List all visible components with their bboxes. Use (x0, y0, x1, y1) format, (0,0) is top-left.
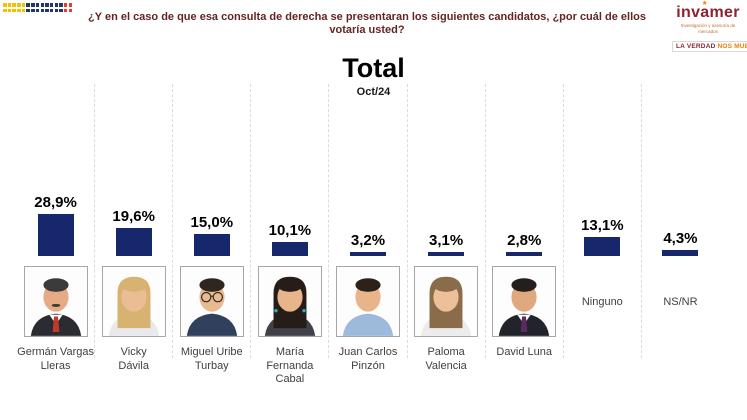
flag-dot (31, 3, 35, 7)
flag-dot (40, 3, 44, 7)
flag-dot (45, 8, 49, 12)
flag-dot (26, 3, 30, 7)
bar (349, 251, 386, 256)
chart-column: 4,3% NS/NR (642, 84, 719, 358)
candidate-name: Juan Carlos Pinzón (338, 346, 398, 372)
bar (428, 251, 465, 256)
flag-dot (40, 8, 44, 12)
chart-subtitle: Oct/24 (356, 86, 391, 98)
colombia-flag-dots-icon (3, 3, 73, 12)
flag-dot (3, 3, 7, 7)
bar-area: 19,6% (95, 84, 172, 256)
bar-area: 15,0% (173, 84, 250, 256)
flag-dot (21, 8, 26, 12)
bar (662, 250, 699, 256)
value-label: 3,1% (429, 231, 464, 249)
bar (506, 252, 543, 256)
chart-title: Total (342, 53, 405, 83)
category-label: NS/NR (663, 296, 698, 308)
invamer-tagline: LA VERDAD NOS MUEVE (672, 41, 747, 52)
candidate-name: Germán Vargas Lleras (17, 346, 94, 372)
flag-dot (35, 8, 40, 12)
candidate-photo (492, 266, 557, 337)
flag-dot (17, 3, 21, 7)
bar-area: 3,2% (329, 84, 406, 256)
flag-dot (26, 8, 30, 12)
chart-column: 15,0% Miguel Uribe Turbay (173, 84, 252, 372)
candidate-photo (335, 266, 400, 337)
flag-dot (12, 8, 16, 12)
candidate-photo (23, 266, 88, 337)
flag-dot (17, 8, 21, 12)
flag-dot (21, 3, 26, 7)
invamer-logo-subtitle: Investigación y asesoría de mercados (680, 23, 736, 34)
bar-area: 28,9% (17, 84, 94, 256)
flag-dot (54, 8, 59, 12)
value-label: 4,3% (663, 230, 698, 247)
flag-dot (59, 8, 63, 12)
value-label: 19,6% (112, 207, 155, 225)
bar-area: 4,3% (642, 84, 719, 256)
chart-column: 10,1% María Fernanda Cabal (251, 84, 330, 385)
poll-question: ¿Y en el caso de que esa consulta de der… (88, 11, 646, 36)
flag-dot (49, 8, 54, 12)
candidate-name: Miguel Uribe Turbay (180, 346, 243, 372)
flag-dot (45, 3, 49, 7)
flag-dot (12, 3, 16, 7)
invamer-logo: inva * mer Investigación y asesoría de mer… (672, 0, 747, 53)
bar-area: 2,8% (486, 84, 563, 256)
value-label: 15,0% (190, 214, 234, 231)
chart-column: 3,2% Juan Carlos Pinzón (329, 84, 408, 372)
candidate-photo (101, 266, 166, 337)
flag-dot (63, 8, 68, 12)
flag-dot (7, 8, 12, 12)
flag-dot (35, 3, 40, 7)
bar-chart: 28,9% Germán Vargas Lleras 19,6% Vicky Dávila… (17, 84, 719, 385)
flag-dot (68, 3, 73, 7)
invamer-logo-wordmark: inva * mer (676, 0, 740, 21)
chart-column: 19,6% Vicky Dávila (95, 84, 174, 372)
value-label: 13,1% (581, 217, 624, 234)
value-label: 28,9% (34, 194, 77, 211)
chart-column: 3,1% Paloma Valencia (408, 84, 486, 372)
candidate-photo (257, 266, 322, 337)
bar (37, 214, 74, 256)
star-icon: * (702, 0, 707, 11)
value-label: 10,1% (268, 221, 312, 239)
bar (115, 227, 152, 256)
flag-dot (7, 3, 12, 7)
flag-dot (49, 3, 54, 7)
candidate-photo (179, 266, 244, 337)
bar-area: 3,1% (408, 84, 485, 256)
flag-dot (59, 3, 63, 7)
candidate-name: Vicky Dávila (118, 346, 149, 372)
bar (193, 234, 230, 256)
candidate-name: María Fernanda Cabal (266, 346, 314, 385)
chart-column: 2,8% David Luna (486, 84, 564, 358)
bar (584, 237, 621, 256)
bar-area: 13,1% (564, 84, 641, 256)
candidate-name: David Luna (496, 346, 553, 358)
chart-column: 28,9% Germán Vargas Lleras (17, 84, 96, 372)
value-label: 2,8% (507, 232, 542, 249)
flag-dot (63, 3, 68, 7)
flag-dot (31, 8, 35, 12)
value-label: 3,2% (350, 231, 386, 249)
category-label: Ninguno (581, 296, 623, 308)
candidate-photo (414, 266, 479, 337)
flag-dot (54, 3, 59, 7)
flag-dot (3, 8, 7, 12)
bar (271, 241, 308, 256)
chart-column: 13,1% Ninguno (564, 84, 642, 358)
flag-dot (68, 8, 73, 12)
bar-area: 10,1% (251, 84, 328, 256)
candidate-name: Paloma Valencia (425, 346, 467, 372)
